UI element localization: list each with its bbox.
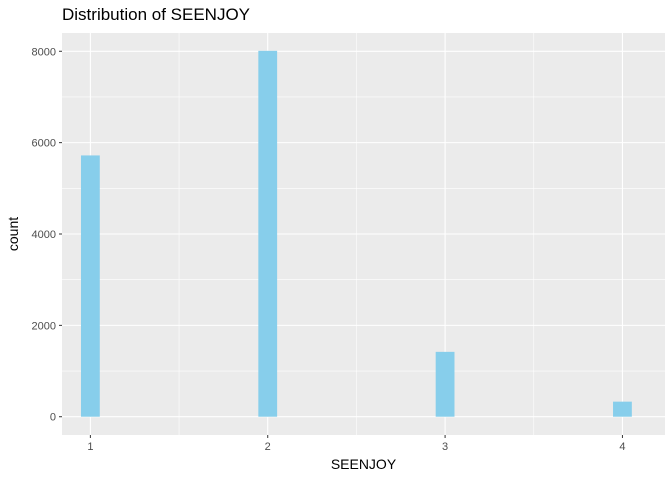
y-tick-label: 8000	[32, 46, 56, 58]
x-axis: 1 2 3 4	[87, 435, 625, 453]
bar-1	[80, 155, 100, 417]
y-tick-label: 6000	[32, 138, 56, 150]
x-tick-label: 1	[87, 441, 93, 453]
y-tick-label: 0	[50, 412, 56, 424]
y-axis: 0 2000 4000 6000 8000	[32, 46, 62, 424]
y-axis-title: count	[5, 217, 21, 251]
chart-title: Distribution of SEENJOY	[62, 5, 250, 24]
y-tick-label: 2000	[32, 320, 56, 332]
x-axis-title: SEENJOY	[331, 456, 397, 472]
x-tick-label: 4	[619, 441, 625, 453]
bar-2	[258, 50, 278, 417]
y-tick-label: 4000	[32, 229, 56, 241]
bars	[80, 50, 632, 417]
bar-4	[613, 401, 632, 417]
bar-3	[435, 351, 455, 417]
x-tick-label: 2	[265, 441, 271, 453]
x-tick-label: 3	[442, 441, 448, 453]
